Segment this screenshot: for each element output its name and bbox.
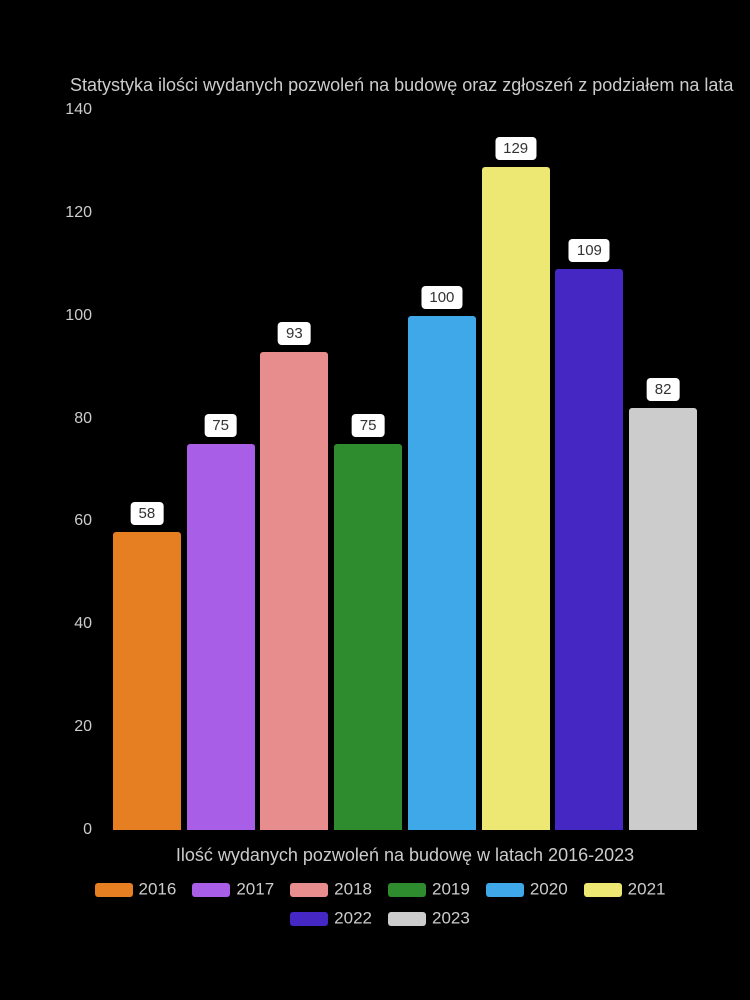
legend-text: 2019 bbox=[432, 880, 470, 899]
bar-rect bbox=[187, 444, 255, 830]
legend-swatch bbox=[584, 883, 622, 897]
y-tick: 140 bbox=[65, 101, 92, 119]
legend-item: 2016 bbox=[95, 875, 177, 904]
bar-rect bbox=[334, 444, 402, 830]
y-tick: 120 bbox=[65, 204, 92, 222]
value-label: 75 bbox=[204, 414, 237, 437]
bar: 93 bbox=[260, 352, 328, 830]
legend-swatch bbox=[192, 883, 230, 897]
legend-text: 2018 bbox=[334, 880, 372, 899]
bar-rect bbox=[260, 352, 328, 830]
bar-rect bbox=[629, 408, 697, 830]
legend-item: 2019 bbox=[388, 875, 470, 904]
bar: 109 bbox=[555, 269, 623, 830]
bar: 129 bbox=[482, 167, 550, 830]
bar-rect bbox=[555, 269, 623, 830]
bars-group: 5875937510012910982 bbox=[100, 110, 710, 830]
bar: 75 bbox=[187, 444, 255, 830]
value-label: 100 bbox=[421, 286, 462, 309]
legend-text: 2022 bbox=[334, 909, 372, 928]
value-label: 93 bbox=[278, 322, 311, 345]
bar: 100 bbox=[408, 316, 476, 830]
bar-rect bbox=[113, 532, 181, 830]
chart-title: Statystyka ilości wydanych pozwoleń na b… bbox=[70, 75, 733, 96]
value-label: 58 bbox=[131, 502, 164, 525]
chart-container: Statystyka ilości wydanych pozwoleń na b… bbox=[0, 0, 750, 1000]
y-tick: 60 bbox=[74, 512, 92, 530]
legend-swatch bbox=[95, 883, 133, 897]
bar-rect bbox=[408, 316, 476, 830]
bar: 82 bbox=[629, 408, 697, 830]
legend-item: 2018 bbox=[290, 875, 372, 904]
legend-text: 2020 bbox=[530, 880, 568, 899]
x-axis-label: Ilość wydanych pozwoleń na budowę w lata… bbox=[100, 845, 710, 866]
legend-swatch bbox=[388, 883, 426, 897]
legend-item: 2021 bbox=[584, 875, 666, 904]
bar-rect bbox=[482, 167, 550, 830]
legend-text: 2023 bbox=[432, 909, 470, 928]
bar: 58 bbox=[113, 532, 181, 830]
y-tick: 20 bbox=[74, 718, 92, 736]
value-label: 129 bbox=[495, 137, 536, 160]
y-axis: 020406080100120140 bbox=[60, 110, 100, 830]
legend-swatch bbox=[290, 883, 328, 897]
legend-item: 2020 bbox=[486, 875, 568, 904]
legend-swatch bbox=[388, 912, 426, 926]
legend-text: 2016 bbox=[139, 880, 177, 899]
legend-item: 2022 bbox=[290, 904, 372, 933]
y-tick: 40 bbox=[74, 615, 92, 633]
legend-text: 2017 bbox=[236, 880, 274, 899]
y-tick: 80 bbox=[74, 410, 92, 428]
value-label: 82 bbox=[647, 378, 680, 401]
plot-area: 5875937510012910982 bbox=[100, 110, 710, 830]
legend-item: 2023 bbox=[388, 904, 470, 933]
y-tick: 0 bbox=[83, 821, 92, 839]
bar: 75 bbox=[334, 444, 402, 830]
legend: 2016 2017 2018 2019 2020 2021 2022 2023 bbox=[60, 875, 700, 933]
y-tick: 100 bbox=[65, 307, 92, 325]
legend-text: 2021 bbox=[628, 880, 666, 899]
legend-item: 2017 bbox=[192, 875, 274, 904]
legend-swatch bbox=[486, 883, 524, 897]
value-label: 109 bbox=[569, 239, 610, 262]
legend-swatch bbox=[290, 912, 328, 926]
value-label: 75 bbox=[352, 414, 385, 437]
